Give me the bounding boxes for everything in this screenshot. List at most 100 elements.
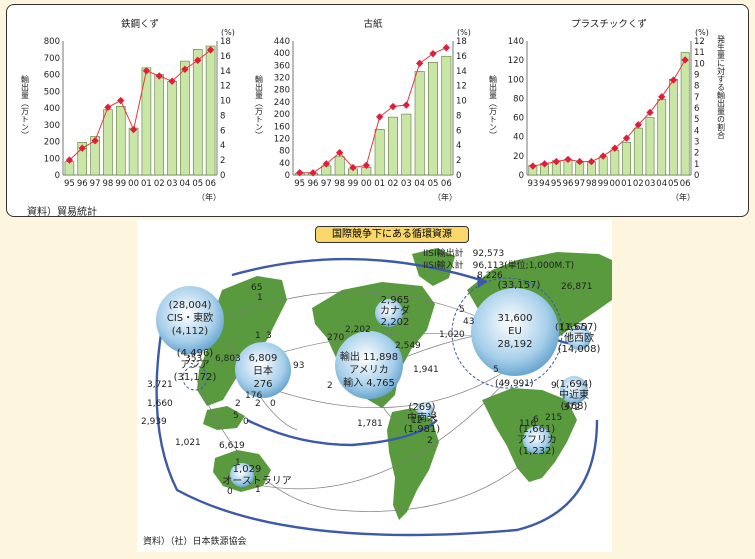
x-tick-label: 99 <box>115 179 126 189</box>
right-tick-label: 4 <box>456 141 461 151</box>
y-axis-label: 輸出量（万トン） <box>489 74 498 139</box>
southeast-asia-landmass <box>203 406 245 430</box>
left-tick-label: 300 <box>44 121 60 131</box>
flow-value-label: 1 <box>255 331 261 341</box>
flow-value-label: 353 <box>185 354 202 364</box>
right-tick-label: 2 <box>456 156 461 166</box>
bar <box>128 127 139 176</box>
ratio-marker <box>529 162 537 170</box>
x-tick-label: 06 <box>205 179 216 189</box>
x-tick-label: 03 <box>401 179 412 189</box>
chart-waste-paper: 古紙(%)04080120160200240280320360400440024… <box>255 18 471 202</box>
x-axis-label: （年） <box>197 192 221 202</box>
right-tick-label: 16 <box>456 52 467 62</box>
bar <box>154 74 165 176</box>
bar <box>180 60 190 176</box>
top-source-note: 資料）貿易統計 <box>27 207 97 218</box>
bar <box>388 116 398 176</box>
west-europe-name: 他西欧 <box>564 331 594 344</box>
flow-value-label: 43 <box>463 317 474 327</box>
asia-name: アジア <box>180 360 210 371</box>
ratio-marker <box>155 72 163 80</box>
right-tick-label: 10 <box>694 59 705 69</box>
eu-v2: 28,192 <box>498 339 533 350</box>
flow-value-label: 2,939 <box>141 417 167 427</box>
flow-value-label: 0 <box>243 417 249 427</box>
flow-value-label: 176 <box>245 391 262 401</box>
left-tick-label: 600 <box>44 71 60 81</box>
map-source: 資料）（社）日本鉄源協会 <box>143 535 247 547</box>
flow-value-label: 0 <box>227 487 233 497</box>
flow-value-label: 1,021 <box>175 438 201 448</box>
right-axis-unit: (%) <box>695 28 709 37</box>
flow-value-label: 6,619 <box>219 441 245 451</box>
bar <box>401 113 412 176</box>
flow-value-label: 3,721 <box>147 380 173 390</box>
west-europe-v2: (14,008) <box>558 344 601 355</box>
flow-value-label: 1,941 <box>413 365 439 375</box>
west-europe-bubble <box>567 326 591 350</box>
flow-line <box>196 379 528 512</box>
right-tick-label: 2 <box>220 156 225 166</box>
x-tick-label: 04 <box>180 179 191 189</box>
x-tick-label: 01 <box>621 179 632 189</box>
ratio-marker <box>117 96 125 105</box>
latin-america-v1: (269) <box>409 402 436 413</box>
x-tick-label: 04 <box>656 179 667 189</box>
x-tick-label: 97 <box>90 179 101 189</box>
right-tick-label: 0 <box>220 171 225 181</box>
ratio-marker <box>442 44 451 52</box>
flow-value-label: 2 <box>255 399 261 409</box>
ratio-marker <box>611 144 619 152</box>
south-america-landmass <box>387 408 439 520</box>
latin-america-name: 中南米 <box>407 411 437 424</box>
flow-line <box>226 291 508 331</box>
ratio-marker <box>349 163 357 172</box>
right-tick-label: 18 <box>456 37 467 47</box>
right-tick-label: 0 <box>694 171 699 181</box>
ratio-marker <box>622 134 631 142</box>
left-tick-label: 40 <box>513 133 524 143</box>
flow-value-label: 5 <box>233 411 239 421</box>
latin-america-bubble <box>417 402 433 418</box>
eu-name: EU <box>508 326 522 337</box>
flow-value-label: 116 <box>519 419 536 429</box>
africa-v2: (1,232) <box>519 446 556 457</box>
x-tick-label: 05 <box>668 179 679 189</box>
right-tick-label: 12 <box>694 37 705 47</box>
usa-bubble <box>335 331 403 399</box>
west-europe-v1: (1,657) <box>561 322 598 333</box>
flow-value-label: 215 <box>545 413 562 423</box>
x-tick-label: 93 <box>527 179 538 189</box>
right-tick-label: 14 <box>456 67 467 77</box>
bar <box>334 156 345 176</box>
x-axis-label: （年） <box>433 192 457 202</box>
left-tick-label: 400 <box>44 104 60 114</box>
x-tick-label: 98 <box>103 179 114 189</box>
x-tick-label: 96 <box>308 179 319 189</box>
flow-line <box>246 369 508 409</box>
left-tick-label: 0 <box>285 171 290 181</box>
flow-value-label: 1,660 <box>147 399 173 409</box>
left-tick-label: 120 <box>508 56 524 66</box>
flow-arrow-major <box>246 418 438 447</box>
flow-value-label: 2,549 <box>395 341 421 351</box>
right-tick-label: 8 <box>694 82 699 92</box>
bar <box>441 55 452 176</box>
left-tick-label: 140 <box>508 37 524 47</box>
right-tick-label: 8 <box>456 111 461 121</box>
x-tick-label: 04 <box>414 179 425 189</box>
flow-value-label: 93 <box>293 361 304 371</box>
bar <box>622 142 631 176</box>
australia-v1: 1,029 <box>233 464 262 475</box>
left-tick-label: 800 <box>44 37 60 47</box>
x-tick-label: 00 <box>361 179 372 189</box>
flow-arrowhead <box>477 275 487 288</box>
x-tick-label: 95 <box>294 179 305 189</box>
flow-value-label: (1,657) <box>555 323 588 333</box>
canada-v1: 2,965 <box>381 295 410 306</box>
bar <box>167 80 177 176</box>
left-tick-label: 160 <box>274 122 290 132</box>
africa-bubble <box>523 426 551 454</box>
flow-value-label: 270 <box>327 333 344 343</box>
